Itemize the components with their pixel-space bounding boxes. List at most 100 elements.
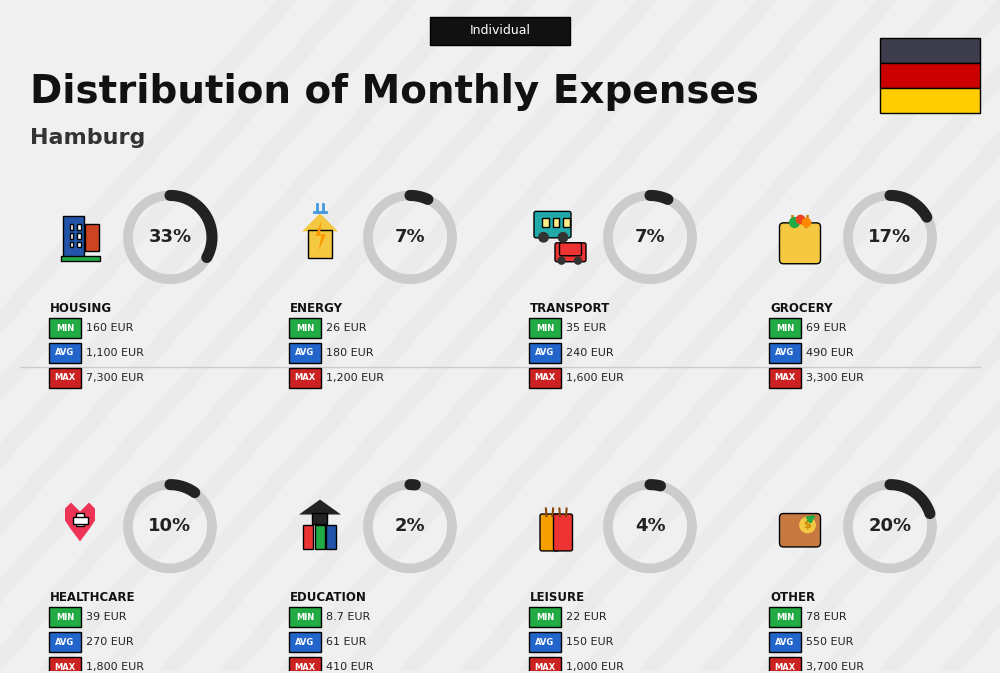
Circle shape <box>799 517 816 534</box>
FancyBboxPatch shape <box>76 513 84 526</box>
FancyBboxPatch shape <box>769 632 801 652</box>
Text: MIN: MIN <box>776 324 794 332</box>
FancyBboxPatch shape <box>308 230 332 258</box>
Text: 3,700 EUR: 3,700 EUR <box>806 662 864 672</box>
Text: Hamburg: Hamburg <box>30 128 145 147</box>
Text: MAX: MAX <box>54 374 76 382</box>
FancyBboxPatch shape <box>85 224 99 251</box>
FancyBboxPatch shape <box>70 233 73 238</box>
Text: 270 EUR: 270 EUR <box>86 637 134 647</box>
Text: HEALTHCARE: HEALTHCARE <box>50 592 136 604</box>
FancyBboxPatch shape <box>769 368 801 388</box>
FancyBboxPatch shape <box>49 607 81 627</box>
Text: 550 EUR: 550 EUR <box>806 637 853 647</box>
FancyBboxPatch shape <box>769 657 801 673</box>
FancyBboxPatch shape <box>289 343 321 363</box>
FancyBboxPatch shape <box>529 632 561 652</box>
Text: 33%: 33% <box>148 228 192 246</box>
FancyBboxPatch shape <box>289 657 321 673</box>
FancyBboxPatch shape <box>77 233 81 238</box>
Text: 240 EUR: 240 EUR <box>566 348 614 358</box>
Text: 26 EUR: 26 EUR <box>326 323 366 333</box>
Text: MAX: MAX <box>534 663 556 672</box>
Text: AVG: AVG <box>55 637 75 647</box>
FancyBboxPatch shape <box>49 657 81 673</box>
FancyBboxPatch shape <box>563 219 570 227</box>
Text: MIN: MIN <box>776 612 794 622</box>
Text: EDUCATION: EDUCATION <box>290 592 367 604</box>
FancyBboxPatch shape <box>555 243 586 262</box>
Text: 35 EUR: 35 EUR <box>566 323 606 333</box>
Text: 22 EUR: 22 EUR <box>566 612 607 623</box>
Text: AVG: AVG <box>775 349 795 357</box>
FancyBboxPatch shape <box>560 243 582 256</box>
FancyBboxPatch shape <box>430 17 570 45</box>
FancyBboxPatch shape <box>540 514 559 551</box>
Text: OTHER: OTHER <box>770 592 815 604</box>
FancyBboxPatch shape <box>289 318 321 338</box>
Text: 20%: 20% <box>868 518 912 536</box>
FancyBboxPatch shape <box>529 607 561 627</box>
Polygon shape <box>302 213 338 232</box>
Text: 3,300 EUR: 3,300 EUR <box>806 373 864 383</box>
Text: MIN: MIN <box>536 612 554 622</box>
Text: MAX: MAX <box>774 663 796 672</box>
FancyBboxPatch shape <box>780 223 820 264</box>
Polygon shape <box>299 499 341 515</box>
Text: AVG: AVG <box>535 349 555 357</box>
Text: 69 EUR: 69 EUR <box>806 323 846 333</box>
Text: GROCERY: GROCERY <box>770 302 832 315</box>
FancyBboxPatch shape <box>70 242 73 248</box>
Circle shape <box>557 256 566 265</box>
Circle shape <box>538 232 549 243</box>
FancyBboxPatch shape <box>77 224 81 229</box>
FancyBboxPatch shape <box>72 517 88 524</box>
Text: 61 EUR: 61 EUR <box>326 637 366 647</box>
FancyBboxPatch shape <box>49 368 81 388</box>
Text: MAX: MAX <box>54 663 76 672</box>
FancyBboxPatch shape <box>529 343 561 363</box>
FancyBboxPatch shape <box>77 242 81 248</box>
FancyBboxPatch shape <box>49 318 81 338</box>
FancyBboxPatch shape <box>49 632 81 652</box>
FancyBboxPatch shape <box>303 525 313 549</box>
Text: 8.7 EUR: 8.7 EUR <box>326 612 370 623</box>
FancyBboxPatch shape <box>529 318 561 338</box>
Circle shape <box>574 256 582 265</box>
Text: 1,200 EUR: 1,200 EUR <box>326 373 384 383</box>
Text: 39 EUR: 39 EUR <box>86 612 126 623</box>
Text: AVG: AVG <box>295 637 315 647</box>
Text: Distribution of Monthly Expenses: Distribution of Monthly Expenses <box>30 73 759 111</box>
FancyBboxPatch shape <box>880 38 980 63</box>
Polygon shape <box>65 503 95 542</box>
Text: MAX: MAX <box>294 374 316 382</box>
FancyBboxPatch shape <box>769 343 801 363</box>
Text: 410 EUR: 410 EUR <box>326 662 374 672</box>
FancyBboxPatch shape <box>289 607 321 627</box>
Text: 17%: 17% <box>868 228 912 246</box>
Text: AVG: AVG <box>775 637 795 647</box>
Text: AVG: AVG <box>295 349 315 357</box>
FancyBboxPatch shape <box>769 607 801 627</box>
Text: 78 EUR: 78 EUR <box>806 612 847 623</box>
Text: 160 EUR: 160 EUR <box>86 323 133 333</box>
Text: 490 EUR: 490 EUR <box>806 348 854 358</box>
FancyBboxPatch shape <box>780 513 820 547</box>
FancyBboxPatch shape <box>289 632 321 652</box>
Text: 7,300 EUR: 7,300 EUR <box>86 373 144 383</box>
Text: 10%: 10% <box>148 518 192 536</box>
Text: AVG: AVG <box>535 637 555 647</box>
FancyBboxPatch shape <box>542 219 549 227</box>
FancyBboxPatch shape <box>60 256 100 261</box>
Text: MIN: MIN <box>56 324 74 332</box>
Text: MAX: MAX <box>294 663 316 672</box>
FancyBboxPatch shape <box>529 657 561 673</box>
FancyBboxPatch shape <box>552 219 559 227</box>
Text: $: $ <box>804 520 811 530</box>
FancyBboxPatch shape <box>289 368 321 388</box>
Text: 150 EUR: 150 EUR <box>566 637 613 647</box>
FancyBboxPatch shape <box>326 525 336 549</box>
FancyBboxPatch shape <box>64 217 84 258</box>
Circle shape <box>558 232 568 243</box>
Text: MIN: MIN <box>296 324 314 332</box>
